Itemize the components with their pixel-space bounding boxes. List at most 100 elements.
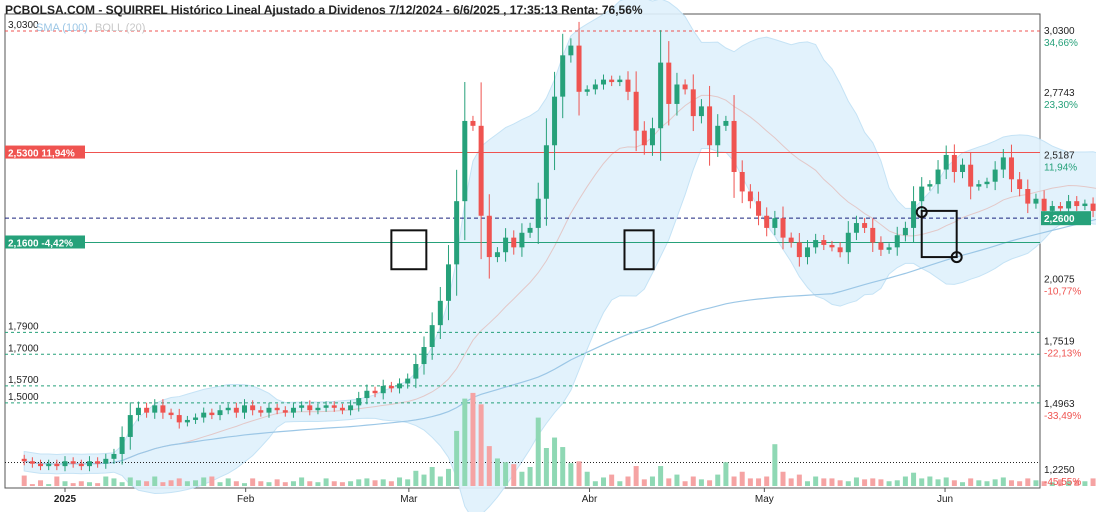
candle — [160, 399, 166, 419]
candle-body — [935, 169, 941, 185]
x-tick-label: May — [755, 494, 774, 505]
candle-body — [201, 412, 207, 418]
candle — [902, 221, 908, 242]
candle — [331, 401, 337, 412]
volume-bar — [103, 476, 109, 486]
candle — [307, 400, 313, 416]
volume-bar — [1017, 481, 1023, 486]
candle — [413, 354, 419, 389]
volume-bar — [168, 480, 174, 486]
right-axis-value: 3,0300 — [1044, 26, 1075, 37]
candle-body — [592, 84, 598, 90]
volume-bar — [62, 481, 68, 486]
volume-bar — [217, 482, 223, 486]
candle — [144, 402, 150, 418]
volume-bar — [462, 398, 468, 486]
candle-body — [1025, 189, 1031, 204]
candle — [870, 218, 876, 252]
candle — [503, 228, 509, 262]
candle — [127, 402, 133, 450]
volume-bar — [592, 481, 598, 486]
volume-bar — [658, 466, 664, 486]
candle-body — [307, 405, 313, 411]
candle-body — [331, 405, 337, 408]
volume-bar — [152, 476, 158, 486]
volume-bar — [690, 476, 696, 486]
left-level-label: 1,7000 — [8, 343, 39, 354]
candle — [894, 226, 900, 256]
candle-body — [519, 232, 525, 248]
volume-bar — [813, 476, 819, 486]
candle-body — [54, 463, 60, 467]
candle — [976, 180, 982, 191]
candle — [29, 457, 35, 468]
candle — [584, 85, 590, 96]
candle-body — [837, 247, 843, 253]
x-tick-label: 2025 — [54, 494, 77, 505]
volume-bar — [397, 477, 403, 486]
candle — [184, 415, 190, 427]
candle-body — [144, 407, 150, 413]
candle-body — [894, 235, 900, 248]
candle — [617, 75, 623, 87]
candle — [845, 221, 851, 264]
legend-boll[interactable]: BOLL (20) — [95, 22, 146, 34]
candle — [339, 403, 345, 415]
candle-body — [78, 463, 84, 467]
volume-bar — [421, 474, 427, 486]
candle — [682, 79, 688, 95]
candle-body — [494, 252, 500, 258]
candle-body — [111, 453, 117, 459]
candle — [911, 186, 917, 243]
volume-bar — [772, 444, 778, 486]
candle-body — [372, 390, 378, 394]
volume-bar — [796, 474, 802, 486]
candle — [715, 114, 721, 157]
volume-bar — [323, 478, 329, 486]
volume-bar — [184, 481, 190, 486]
candle-body — [658, 62, 664, 129]
candle — [225, 403, 231, 415]
candle-body — [829, 244, 835, 248]
candle-body — [282, 410, 288, 413]
candle-body — [976, 184, 982, 187]
candle — [176, 408, 182, 429]
candle — [707, 85, 713, 166]
candle-body — [62, 461, 68, 467]
volume-bar — [413, 470, 419, 486]
candle — [274, 403, 280, 415]
candle — [445, 245, 451, 321]
candle — [984, 177, 990, 189]
candle — [731, 95, 737, 198]
volume-bar — [568, 463, 574, 486]
volume-bar — [356, 479, 362, 486]
candle — [54, 459, 60, 471]
candle-body — [862, 223, 868, 228]
volume-bar — [225, 478, 231, 486]
candle — [633, 71, 639, 152]
candle-body — [747, 191, 753, 202]
volume-bar — [1008, 480, 1014, 486]
pattern-marker — [915, 206, 928, 219]
volume-bar — [135, 480, 141, 486]
volume-bar — [38, 480, 44, 486]
candle — [233, 402, 239, 418]
volume-bar — [372, 480, 378, 486]
candle — [772, 210, 778, 236]
volume-bar — [111, 478, 117, 486]
volume-bar — [70, 483, 76, 486]
candle-body — [617, 79, 623, 83]
candle-body — [796, 242, 802, 258]
candle — [372, 386, 378, 398]
candle — [804, 240, 810, 265]
volume-bar — [242, 483, 248, 486]
volume-bar — [201, 477, 207, 486]
resistance-tag: 2,5300 11,94% — [5, 145, 85, 160]
x-tick-label: Feb — [237, 494, 255, 505]
candle-body — [960, 164, 966, 172]
x-tick-label: Abr — [582, 494, 598, 505]
volume-bar — [747, 478, 753, 486]
legend-sma[interactable]: SMA (100) — [36, 22, 88, 34]
candle — [1025, 179, 1031, 214]
